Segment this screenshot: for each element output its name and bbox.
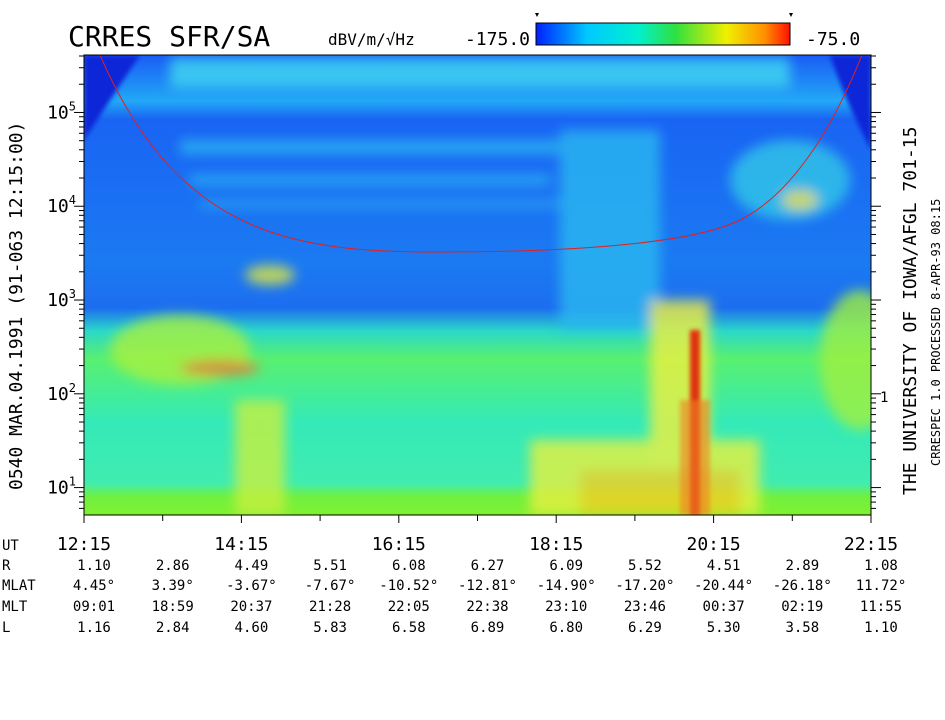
ephemeris-value: 18:59 xyxy=(152,599,194,615)
ephemeris-value: 5.52 xyxy=(628,558,662,574)
ephemeris-value: 23:46 xyxy=(624,599,666,615)
ephemeris-value: 6.58 xyxy=(392,620,426,636)
y-tick-base: 10 xyxy=(47,478,69,499)
colorbar-label: dBV/m/√Hz xyxy=(328,30,415,49)
y-tick-base: 10 xyxy=(47,384,69,405)
ephemeris-value: 2.84 xyxy=(156,620,190,636)
ephemeris-value: 1.10 xyxy=(864,620,898,636)
ephemeris-row-label: MLAT xyxy=(2,578,36,594)
ephemeris-value: -10.52° xyxy=(379,578,438,594)
ephemeris-value: 11.72° xyxy=(856,578,907,594)
ephemeris-value: 4.45° xyxy=(73,578,115,594)
ephemeris-value: 4.49 xyxy=(235,558,269,574)
ephemeris-value: 4.60 xyxy=(235,620,269,636)
ephemeris-value: -3.67° xyxy=(226,578,277,594)
right-small-caption: CRRESPEC 1.0 PROCESSED 8-APR-93 08:15 xyxy=(929,199,943,466)
ephemeris-value: 1.16 xyxy=(77,620,111,636)
ephemeris-value: -12.81° xyxy=(458,578,517,594)
ephemeris-value: 11:55 xyxy=(860,599,902,615)
spectrogram-image xyxy=(84,55,871,515)
chart-title: CRRES SFR/SA xyxy=(68,20,270,53)
x-tick-label: 20:15 xyxy=(687,534,741,555)
ephemeris-value: 4.51 xyxy=(707,558,741,574)
y-tick-exponent: 2 xyxy=(69,381,76,395)
ephemeris-value: 2.86 xyxy=(156,558,190,574)
colorbar-markers xyxy=(535,13,793,17)
x-tick-label: 22:15 xyxy=(844,534,898,555)
ephemeris-value: 1.08 xyxy=(864,558,898,574)
ephemeris-value: 6.80 xyxy=(549,620,583,636)
x-tick-label: 12:15 xyxy=(57,534,111,555)
ephemeris-value: 20:37 xyxy=(230,599,272,615)
y-tick-label: 102 xyxy=(47,381,76,405)
y-tick-base: 10 xyxy=(47,196,69,217)
ephemeris-value: 02:19 xyxy=(781,599,823,615)
ephemeris-value: -14.90° xyxy=(537,578,596,594)
ephemeris-value: -17.20° xyxy=(615,578,674,594)
ephemeris-value: 2.89 xyxy=(785,558,819,574)
ephemeris-value: 09:01 xyxy=(73,599,115,615)
y-tick-exponent: 3 xyxy=(69,287,76,301)
ephemeris-value: -20.44° xyxy=(694,578,753,594)
ephemeris-value: 6.08 xyxy=(392,558,426,574)
ephemeris-row-label: MLT xyxy=(2,599,28,615)
ephemeris-value: 6.09 xyxy=(549,558,583,574)
y-tick-exponent: 4 xyxy=(69,193,76,207)
ephemeris-value: 6.27 xyxy=(471,558,505,574)
ephemeris-value: 5.83 xyxy=(313,620,347,636)
ephemeris-value: 6.89 xyxy=(471,620,505,636)
ephemeris-value: -26.18° xyxy=(773,578,832,594)
ephemeris-row-label: L xyxy=(2,620,10,636)
ephemeris-value: 00:37 xyxy=(703,599,745,615)
y-tick-label: 105 xyxy=(47,99,76,123)
ephemeris-value: 3.39° xyxy=(152,578,194,594)
right-caption: THE UNIVERSITY OF IOWA/AFGL 701-15 xyxy=(900,127,921,495)
y-tick-label: 103 xyxy=(47,287,76,311)
ephemeris-value: 5.51 xyxy=(313,558,347,574)
y-tick-exponent: 5 xyxy=(69,99,76,113)
x-axis-label: UT xyxy=(2,538,19,554)
x-tick-label: 16:15 xyxy=(372,534,426,555)
ephemeris-value: 5.30 xyxy=(707,620,741,636)
x-tick-label: 18:15 xyxy=(529,534,583,555)
y-tick-label: 101 xyxy=(47,475,76,499)
y-tick-base: 10 xyxy=(47,102,69,123)
x-tick-label: 14:15 xyxy=(214,534,268,555)
colorbar xyxy=(535,22,791,46)
ephemeris-value: -7.67° xyxy=(305,578,356,594)
ephemeris-value: 3.58 xyxy=(785,620,819,636)
y-tick-label: 104 xyxy=(47,193,76,217)
y-tick-exponent: 1 xyxy=(69,475,76,489)
y-tick-base: 10 xyxy=(47,290,69,311)
left-caption: 0540 MAR.04.1991 (91-063 12:15:00) xyxy=(6,122,27,490)
right-marker: 1 xyxy=(880,390,888,406)
ephemeris-value: 21:28 xyxy=(309,599,351,615)
ephemeris-value: 22:05 xyxy=(388,599,430,615)
ephemeris-value: 23:10 xyxy=(545,599,587,615)
ephemeris-value: 1.10 xyxy=(77,558,111,574)
ephemeris-value: 6.29 xyxy=(628,620,662,636)
colorbar-max: -75.0 xyxy=(806,29,860,50)
ephemeris-value: 22:38 xyxy=(466,599,508,615)
ephemeris-row-label: R xyxy=(2,558,11,574)
colorbar-min: -175.0 xyxy=(465,29,530,50)
